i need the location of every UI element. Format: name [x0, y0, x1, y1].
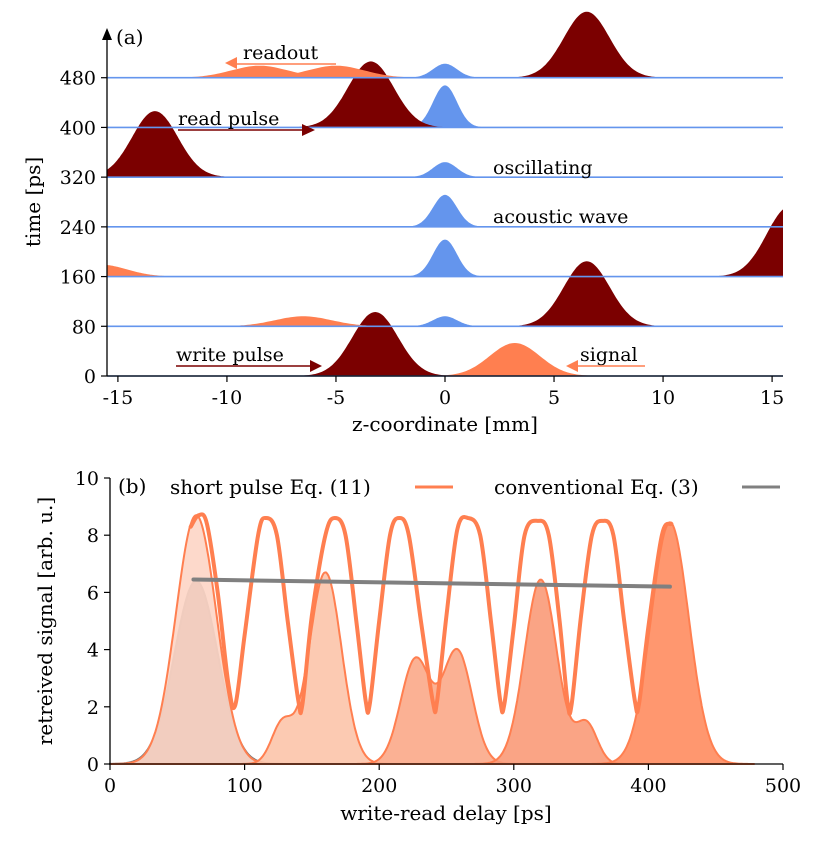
panel-a-plot-area: -15 -10 -5 0 5 10 15 0 80 160 240 320 400 480: [60, 11, 784, 409]
annotation-oscillating: oscillating: [493, 157, 593, 179]
panel-a-label: (a): [116, 25, 144, 49]
peak-optical-t80-2: [483, 261, 690, 327]
annotation-read-pulse-arrow: [302, 124, 315, 136]
panel-b-y-ticks: 0 2 4 6 8 10: [75, 468, 110, 776]
b-xtick-label: 400: [630, 775, 666, 797]
peak-signal-t80-0: [175, 316, 431, 327]
legend-label-conventional: conventional Eq. (3): [494, 475, 699, 499]
peak-acoustic-t240-0: [391, 194, 499, 227]
panel-a-x-label: z-coordinate [mm]: [352, 412, 538, 436]
annotation-signal-text: signal: [580, 344, 638, 366]
filled-curve-1: [110, 514, 287, 765]
series-short-pulse: [188, 512, 674, 716]
row-480: [107, 11, 783, 79]
annotation-readout: readout: [225, 42, 336, 69]
panel-a-y-ticks: 0 80 160 240 320 400 480: [60, 68, 107, 388]
b-xtick-label: 500: [765, 775, 801, 797]
peak-optical-t400-1: [267, 61, 474, 128]
peak-acoustic-t400-0: [391, 85, 499, 128]
annotation-read-pulse: read pulse: [178, 108, 315, 136]
a-ytick-label: 480: [60, 68, 96, 90]
peak-acoustic-t160-1: [391, 239, 499, 277]
peak-acoustic-t320-0: [391, 162, 499, 178]
b-xtick-label: 0: [104, 775, 116, 797]
peak-acoustic-t80-1: [391, 316, 499, 327]
panel-b-series: [188, 512, 674, 716]
b-xtick-label: 200: [361, 775, 397, 797]
panel-a: -15 -10 -5 0 5 10 15 0 80 160 240 320 400 480 (a) z-…: [21, 11, 784, 436]
panel-b: 0 100 200 300 400 500 0 2 4 6 8 10 (b) short pulse…: [33, 468, 801, 825]
a-xtick-label: 0: [439, 387, 451, 409]
peak-signal-t480-0: [132, 65, 388, 78]
panel-b-x-label: write-read delay [ps]: [340, 801, 551, 825]
annotation-write-pulse-arrow: [310, 360, 322, 372]
b-xtick-label: 100: [226, 775, 262, 797]
annotation-read-pulse-text: read pulse: [178, 108, 279, 130]
b-ytick-label: 10: [75, 468, 99, 490]
peak-signal-t0-1: [401, 343, 628, 376]
a-ytick-label: 160: [60, 267, 96, 289]
annotation-write-pulse-text: write pulse: [176, 344, 284, 366]
annotation-signal-arrow: [566, 360, 578, 372]
peak-optical-t0-0: [272, 312, 479, 376]
peak-signal-t160-0: [107, 264, 219, 277]
a-xtick-label: 10: [651, 387, 675, 409]
panel-a-x-ticks: -15 -10 -5 0 5 10 15: [103, 376, 784, 409]
annotation-readout-text: readout: [243, 42, 318, 64]
annotation-signal: signal: [566, 344, 645, 372]
panel-a-y-label: time [ps]: [21, 157, 45, 247]
a-xtick-label: -10: [212, 387, 243, 409]
filled-curve-2: [233, 571, 398, 765]
row-80: [107, 261, 783, 328]
b-ytick-label: 8: [87, 525, 99, 547]
panel-a-axis-arrow: [102, 28, 112, 40]
panel-b-y-label: retreived signal [arb. u.]: [33, 497, 57, 745]
a-xtick-label: 5: [548, 387, 560, 409]
a-xtick-label: -5: [327, 387, 346, 409]
panel-b-label: (b): [118, 474, 146, 498]
legend: short pulse Eq. (11) conventional Eq. (3…: [170, 475, 780, 499]
a-ytick-label: 400: [60, 117, 96, 139]
row-400: [107, 61, 783, 129]
peak-acoustic-t480-2: [391, 63, 499, 78]
a-ytick-label: 80: [72, 316, 96, 338]
peak-optical-t480-3: [483, 11, 690, 78]
a-ytick-label: 0: [84, 366, 96, 388]
filled-curve-4: [468, 578, 635, 765]
a-ytick-label: 240: [60, 217, 96, 239]
b-ytick-label: 4: [87, 640, 99, 662]
b-ytick-label: 6: [87, 582, 99, 604]
annotation-write-pulse: write pulse: [176, 344, 322, 372]
peak-optical-t160-2: [686, 209, 783, 277]
row-240: [107, 194, 783, 228]
b-xtick-label: 300: [496, 775, 532, 797]
peak-signal-t480-1: [208, 65, 464, 78]
a-xtick-label: 15: [760, 387, 784, 409]
a-xtick-label: -15: [103, 387, 134, 409]
b-ytick-label: 2: [87, 697, 99, 719]
annotation-acoustic-wave: acoustic wave: [493, 206, 628, 228]
panel-a-rows: [107, 11, 783, 377]
a-ytick-label: 320: [60, 167, 96, 189]
row-160: [107, 209, 783, 278]
b-ytick-label: 0: [87, 754, 99, 776]
annotation-readout-arrow: [225, 57, 237, 69]
series-conventional: [191, 577, 672, 589]
legend-label-short-pulse: short pulse Eq. (11): [170, 475, 371, 499]
panel-b-x-ticks: 0 100 200 300 400 500: [104, 764, 801, 797]
filled-curve-5: [585, 521, 755, 765]
